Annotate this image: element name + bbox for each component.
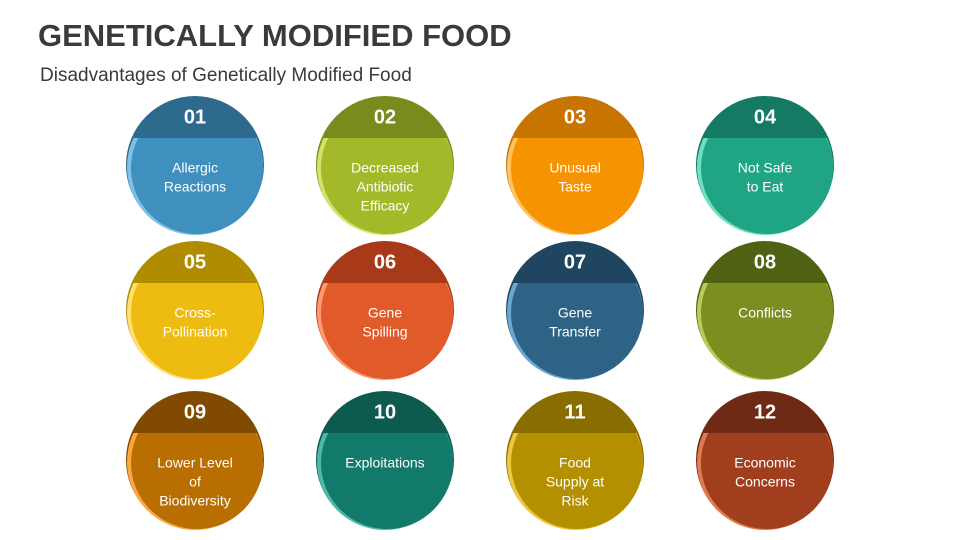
item-label: Transfer xyxy=(549,324,601,340)
item: 10 Exploitations xyxy=(316,391,454,530)
item: 01 Allergic Reactions xyxy=(126,96,264,235)
circle-body xyxy=(511,283,643,379)
item-label: Lower Level xyxy=(157,455,233,471)
item-label: of xyxy=(189,474,201,490)
item-number: 04 xyxy=(754,106,777,128)
item: 11 Food Supply at Risk xyxy=(506,391,644,530)
item: 08 Conflicts xyxy=(696,241,834,380)
item-label: Gene xyxy=(368,305,402,321)
circle-body xyxy=(701,433,833,529)
circle-body xyxy=(321,433,453,529)
item-label: Reactions xyxy=(164,179,226,195)
item-label: Conflicts xyxy=(738,305,792,321)
item: 05 Cross- Pollination xyxy=(126,241,264,380)
circle-body xyxy=(511,138,643,234)
item-number: 08 xyxy=(754,251,776,273)
item-number: 01 xyxy=(184,106,206,128)
circle-body xyxy=(131,283,263,379)
item-number: 12 xyxy=(754,401,776,423)
item: 12 Economic Concerns xyxy=(696,391,834,530)
item-label: Spilling xyxy=(362,324,407,340)
item: 06 Gene Spilling xyxy=(316,241,454,380)
item-label: Taste xyxy=(558,179,592,195)
item-label: Allergic xyxy=(172,160,218,176)
item: 03 Unusual Taste xyxy=(506,96,644,235)
item-label: Efficacy xyxy=(361,198,410,214)
item-number: 03 xyxy=(564,106,586,128)
items: 01 Allergic Reactions 02 Decreased Antibiotic… xyxy=(126,96,834,530)
circle-body xyxy=(701,283,833,379)
item-number: 10 xyxy=(374,401,396,423)
item-label: Not Safe xyxy=(738,160,793,176)
item-number: 11 xyxy=(564,401,585,423)
item-label: Exploitations xyxy=(345,455,424,471)
item-number: 06 xyxy=(374,251,396,273)
item-label: Antibiotic xyxy=(357,179,414,195)
item: 09 Lower Level of Biodiversity xyxy=(126,391,264,530)
item: 04 Not Safe to Eat xyxy=(696,96,834,235)
subtitle: Disadvantages of Genetically Modified Fo… xyxy=(40,65,412,86)
item-number: 07 xyxy=(564,251,586,273)
item-label: Gene xyxy=(558,305,592,321)
item: 07 Gene Transfer xyxy=(506,241,644,380)
item-label: Concerns xyxy=(735,474,795,490)
item-number: 05 xyxy=(184,251,206,273)
item-label: Economic xyxy=(734,455,795,471)
item-label: to Eat xyxy=(747,179,784,195)
circle-body xyxy=(131,138,263,234)
item-label: Unusual xyxy=(549,160,600,176)
circle-body xyxy=(321,283,453,379)
circle-body xyxy=(511,433,643,529)
item-label: Biodiversity xyxy=(159,493,231,509)
item-label: Food xyxy=(559,455,591,471)
item-label: Supply at xyxy=(546,474,604,490)
item-label: Decreased xyxy=(351,160,419,176)
item-label: Cross- xyxy=(174,305,216,321)
item-label: Risk xyxy=(561,493,589,509)
title: GENETICALLY MODIFIED FOOD xyxy=(38,18,512,53)
circle-body xyxy=(131,433,263,529)
circle-body xyxy=(701,138,833,234)
item-number: 02 xyxy=(374,106,396,128)
circle-body xyxy=(321,138,453,234)
item-label: Pollination xyxy=(163,324,228,340)
item: 02 Decreased Antibiotic Efficacy xyxy=(316,96,454,235)
item-number: 09 xyxy=(184,401,206,423)
